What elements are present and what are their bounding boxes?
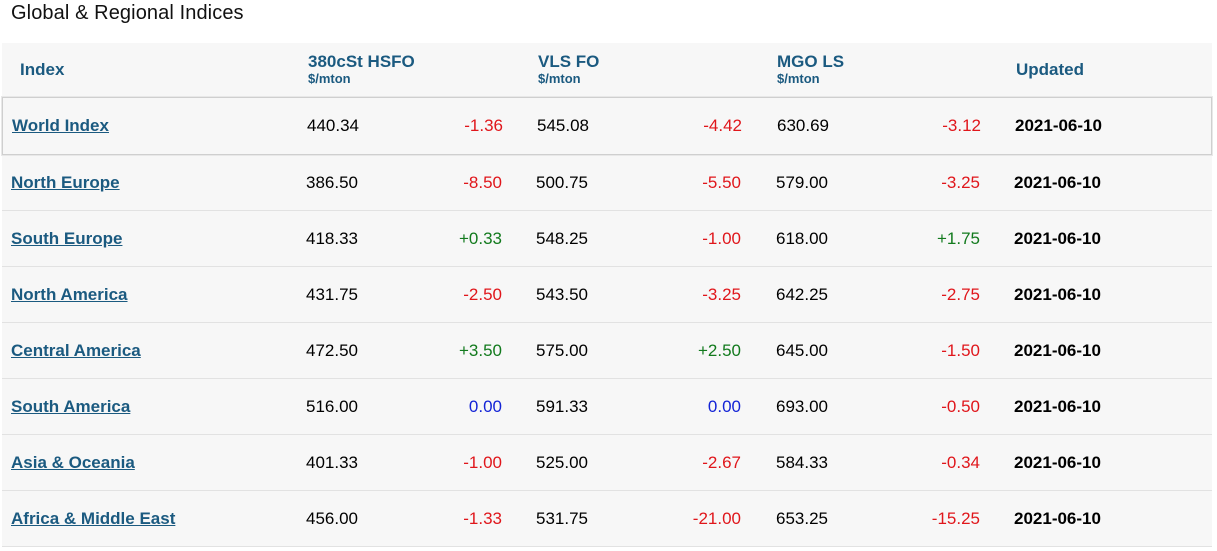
updated-date: 2021-06-10 xyxy=(1014,396,1101,416)
header-mgo-unit: $/mton xyxy=(777,71,820,86)
table-row: South America 516.00 0.00 591.33 0.00 69… xyxy=(2,379,1212,435)
mgo-price: 618.00 xyxy=(776,228,828,248)
hsfo-change: -8.50 xyxy=(463,172,502,192)
mgo-change: -3.12 xyxy=(942,116,981,135)
table-body: World Index 440.34 -1.36 545.08 -4.42 63… xyxy=(2,97,1212,547)
header-mgo: MGO LS $/mton xyxy=(777,43,844,97)
hsfo-change: -1.36 xyxy=(464,116,503,135)
indices-table: Index 380cSt HSFO $/mton VLS FO $/mton M… xyxy=(2,43,1212,547)
updated-date: 2021-06-10 xyxy=(1014,340,1101,360)
index-name-cell: South America xyxy=(11,379,130,434)
mgo-change: -0.34 xyxy=(941,452,980,472)
hsfo-change: +3.50 xyxy=(458,340,502,360)
index-link[interactable]: Africa & Middle East xyxy=(11,508,176,528)
updated-date: 2021-06-10 xyxy=(1014,172,1101,192)
hsfo-change: -1.33 xyxy=(463,508,502,528)
hsfo-price: 440.34 xyxy=(307,116,359,135)
vlsfo-price: 548.25 xyxy=(536,228,588,248)
hsfo-change: -1.00 xyxy=(463,452,502,472)
table-row: North Europe 386.50 -8.50 500.75 -5.50 5… xyxy=(2,155,1212,211)
mgo-change: -2.75 xyxy=(941,284,980,304)
mgo-price: 579.00 xyxy=(776,172,828,192)
table-header: Index 380cSt HSFO $/mton VLS FO $/mton M… xyxy=(2,43,1212,97)
hsfo-change: 0.00 xyxy=(468,396,502,416)
index-link[interactable]: Asia & Oceania xyxy=(11,452,135,472)
updated-date: 2021-06-10 xyxy=(1014,284,1101,304)
table-row: Africa & Middle East 456.00 -1.33 531.75… xyxy=(2,491,1212,547)
mgo-change: -1.50 xyxy=(941,340,980,360)
updated-date: 2021-06-10 xyxy=(1015,116,1102,135)
vlsfo-change: -4.42 xyxy=(703,116,742,135)
vlsfo-price: 531.75 xyxy=(536,508,588,528)
hsfo-price: 386.50 xyxy=(306,172,358,192)
index-name-cell: North America xyxy=(11,267,128,322)
header-index: Index xyxy=(20,60,65,79)
mgo-price: 642.25 xyxy=(776,284,828,304)
mgo-change: +1.75 xyxy=(936,228,980,248)
vlsfo-change: -3.25 xyxy=(702,284,741,304)
index-link[interactable]: North Europe xyxy=(11,172,120,192)
table-row: North America 431.75 -2.50 543.50 -3.25 … xyxy=(2,267,1212,323)
vlsfo-price: 525.00 xyxy=(536,452,588,472)
vlsfo-change: -21.00 xyxy=(692,508,741,528)
header-hsfo-unit: $/mton xyxy=(308,71,351,86)
vlsfo-change: -2.67 xyxy=(702,452,741,472)
mgo-price: 693.00 xyxy=(776,396,828,416)
index-name-cell: World Index xyxy=(12,98,109,154)
index-name-cell: North Europe xyxy=(11,155,120,210)
table-row: Central America 472.50 +3.50 575.00 +2.5… xyxy=(2,323,1212,379)
vlsfo-change: -5.50 xyxy=(702,172,741,192)
updated-date: 2021-06-10 xyxy=(1014,452,1101,472)
header-vlsfo-name: VLS FO xyxy=(538,52,600,71)
table-row: South Europe 418.33 +0.33 548.25 -1.00 6… xyxy=(2,211,1212,267)
vlsfo-price: 545.08 xyxy=(537,116,589,135)
vlsfo-price: 591.33 xyxy=(536,396,588,416)
mgo-change: -15.25 xyxy=(931,508,980,528)
index-link[interactable]: Central America xyxy=(11,340,141,360)
hsfo-price: 431.75 xyxy=(306,284,358,304)
hsfo-price: 516.00 xyxy=(306,396,358,416)
hsfo-change: -2.50 xyxy=(463,284,502,304)
index-link[interactable]: South America xyxy=(11,396,131,416)
header-vlsfo-unit: $/mton xyxy=(538,71,581,86)
hsfo-change: +0.33 xyxy=(458,228,502,248)
hsfo-price: 472.50 xyxy=(306,340,358,360)
vlsfo-change: -1.00 xyxy=(702,228,741,248)
updated-date: 2021-06-10 xyxy=(1014,228,1101,248)
vlsfo-price: 543.50 xyxy=(536,284,588,304)
header-updated: Updated xyxy=(1016,60,1084,79)
index-name-cell: Central America xyxy=(11,323,141,378)
table-row: Asia & Oceania 401.33 -1.00 525.00 -2.67… xyxy=(2,435,1212,491)
header-hsfo-name: 380cSt HSFO xyxy=(308,52,415,71)
vlsfo-change: +2.50 xyxy=(697,340,741,360)
index-name-cell: Africa & Middle East xyxy=(11,491,175,546)
table-row: World Index 440.34 -1.36 545.08 -4.42 63… xyxy=(2,97,1212,155)
mgo-change: -0.50 xyxy=(941,396,980,416)
vlsfo-change: 0.00 xyxy=(707,396,741,416)
index-link[interactable]: North America xyxy=(11,284,128,304)
index-name-cell: South Europe xyxy=(11,211,122,266)
mgo-price: 630.69 xyxy=(777,116,829,135)
mgo-change: -3.25 xyxy=(941,172,980,192)
hsfo-price: 418.33 xyxy=(306,228,358,248)
hsfo-price: 401.33 xyxy=(306,452,358,472)
index-name-cell: Asia & Oceania xyxy=(11,435,135,490)
index-link[interactable]: South Europe xyxy=(11,228,123,248)
vlsfo-price: 575.00 xyxy=(536,340,588,360)
header-vlsfo: VLS FO $/mton xyxy=(538,43,599,97)
section-title: Global & Regional Indices xyxy=(11,2,244,24)
mgo-price: 584.33 xyxy=(776,452,828,472)
index-link[interactable]: World Index xyxy=(12,116,109,135)
header-mgo-name: MGO LS xyxy=(777,52,845,71)
header-hsfo: 380cSt HSFO $/mton xyxy=(308,43,415,97)
hsfo-price: 456.00 xyxy=(306,508,358,528)
vlsfo-price: 500.75 xyxy=(536,172,588,192)
updated-date: 2021-06-10 xyxy=(1014,508,1101,528)
mgo-price: 645.00 xyxy=(776,340,828,360)
mgo-price: 653.25 xyxy=(776,508,828,528)
